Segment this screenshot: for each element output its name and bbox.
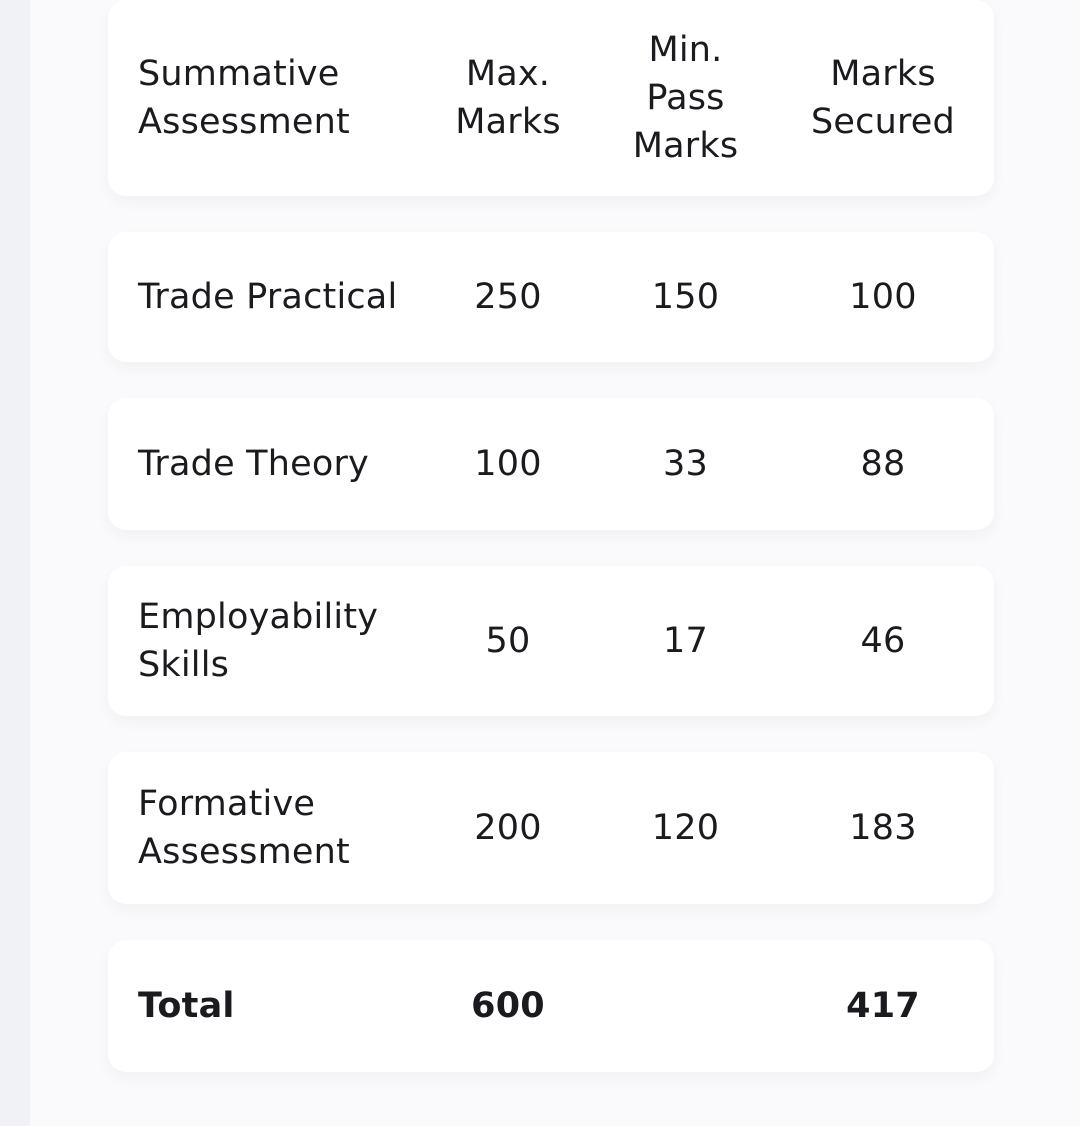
min-pass-marks-cell: 120 xyxy=(651,808,720,848)
assessment-name-cell: Formative Assessment xyxy=(138,752,448,904)
header-line: Max. xyxy=(465,54,551,94)
marks-secured-cell: 100 xyxy=(849,277,917,317)
marks-secured-cell: 88 xyxy=(860,444,906,484)
assessment-name-line: Skills xyxy=(138,645,230,685)
table-row: Formative Assessment 200 120 183 xyxy=(108,752,994,904)
header-line: Summative xyxy=(138,54,340,94)
header-cell-marks-secured: Marks Secured xyxy=(798,0,968,196)
results-page: Summative Assessment Max. Marks Min. Pas… xyxy=(30,0,1080,1126)
total-marks-secured: 417 xyxy=(846,986,920,1026)
header-line: Secured xyxy=(811,102,955,142)
assessment-name-line: Employability xyxy=(138,597,379,637)
marks-secured-cell: 183 xyxy=(849,808,917,848)
min-pass-marks-cell: 150 xyxy=(651,277,720,317)
max-marks-cell: 200 xyxy=(474,808,542,848)
header-line: Min. xyxy=(648,30,723,70)
assessment-name-line: Assessment xyxy=(138,832,350,872)
total-max-marks: 600 xyxy=(471,986,545,1026)
total-label: Total xyxy=(138,986,235,1026)
header-line: Marks xyxy=(632,126,739,166)
header-line: Pass xyxy=(646,78,725,118)
header-cell-assessment: Summative Assessment xyxy=(138,0,448,196)
assessment-name-cell: Employability Skills xyxy=(138,566,448,716)
header-line: Marks xyxy=(455,102,561,142)
table-row: Trade Practical 250 150 100 xyxy=(108,232,994,362)
total-min-pass-marks xyxy=(598,940,773,1072)
max-marks-cell: 100 xyxy=(474,444,542,484)
header-cell-max-marks: Max. Marks xyxy=(448,0,568,196)
assessment-name-line: Formative xyxy=(138,784,316,824)
marks-secured-cell: 46 xyxy=(860,621,906,661)
assessment-name-cell: Trade Practical xyxy=(138,232,448,362)
min-pass-marks-cell: 17 xyxy=(663,621,708,661)
header-line: Marks xyxy=(830,54,936,94)
table-row: Trade Theory 100 33 88 xyxy=(108,398,994,530)
table-total-row: Total 600 417 xyxy=(108,940,994,1072)
assessment-name: Trade Practical xyxy=(138,277,398,317)
header-cell-min-pass-marks: Min. Pass Marks xyxy=(598,0,773,196)
table-header-row: Summative Assessment Max. Marks Min. Pas… xyxy=(108,0,994,196)
min-pass-marks-cell: 33 xyxy=(663,444,708,484)
assessment-name: Trade Theory xyxy=(138,444,369,484)
max-marks-cell: 50 xyxy=(485,621,531,661)
max-marks-cell: 250 xyxy=(474,277,542,317)
header-line: Assessment xyxy=(138,102,350,142)
table-row: Employability Skills 50 17 46 xyxy=(108,566,994,716)
assessment-name-cell: Trade Theory xyxy=(138,398,448,530)
